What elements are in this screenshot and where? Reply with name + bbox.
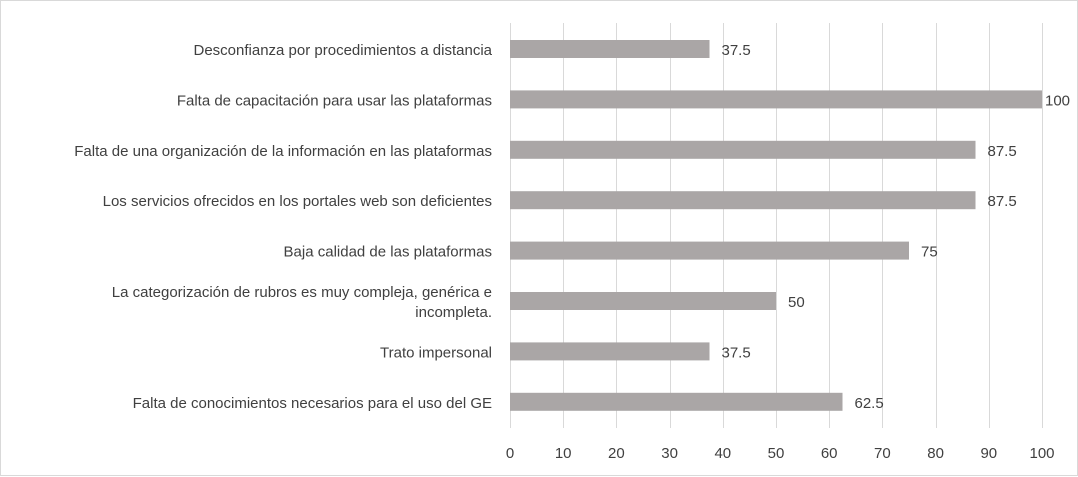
value-label: 37.5 xyxy=(722,344,751,361)
x-tick-label: 50 xyxy=(768,445,785,462)
category-label: Falta de conocimientos necesarios para e… xyxy=(133,395,492,412)
x-tick-label: 100 xyxy=(1029,445,1054,462)
category-label: Desconfianza por procedimientos a distan… xyxy=(194,42,493,59)
category-label: Falta de una organización de la informac… xyxy=(74,143,492,160)
bar xyxy=(510,392,843,411)
category-label: Los servicios ofrecidos en los portales … xyxy=(103,193,492,210)
x-tick-label: 40 xyxy=(714,445,731,462)
value-label: 75 xyxy=(921,244,938,261)
category-label: Falta de capacitación para usar las plat… xyxy=(177,92,492,109)
category-label: Baja calidad de las plataformas xyxy=(284,244,492,261)
category-label: Trato impersonal xyxy=(380,344,492,361)
bars xyxy=(510,40,1042,411)
x-tick-label: 0 xyxy=(506,445,514,462)
x-tick-label: 20 xyxy=(608,445,625,462)
value-label: 87.5 xyxy=(988,193,1017,210)
value-label: 62.5 xyxy=(855,395,884,412)
value-label: 50 xyxy=(788,294,805,311)
bar xyxy=(510,342,710,361)
bar xyxy=(510,40,710,58)
x-tick-label: 80 xyxy=(927,445,944,462)
x-tick-label: 60 xyxy=(821,445,838,462)
bar xyxy=(510,292,776,310)
x-tick-label: 90 xyxy=(980,445,997,462)
gridlines xyxy=(510,23,1043,428)
value-label: 37.5 xyxy=(722,42,751,59)
x-tick-label: 30 xyxy=(661,445,678,462)
bar xyxy=(510,191,976,210)
category-label: La categorización de rubros es muy compl… xyxy=(112,284,492,301)
bar xyxy=(510,140,976,159)
x-tick-label: 10 xyxy=(555,445,572,462)
category-label: incompleta. xyxy=(415,304,492,321)
value-label: 87.5 xyxy=(988,143,1017,160)
x-tick-label: 70 xyxy=(874,445,891,462)
value-label: 100 xyxy=(1045,92,1070,109)
bar xyxy=(510,241,909,260)
labels: 0 10 20 30 40 50 60 70 80 90 100 37.5 Desconfianza p… xyxy=(74,42,1070,462)
bar xyxy=(510,90,1042,109)
